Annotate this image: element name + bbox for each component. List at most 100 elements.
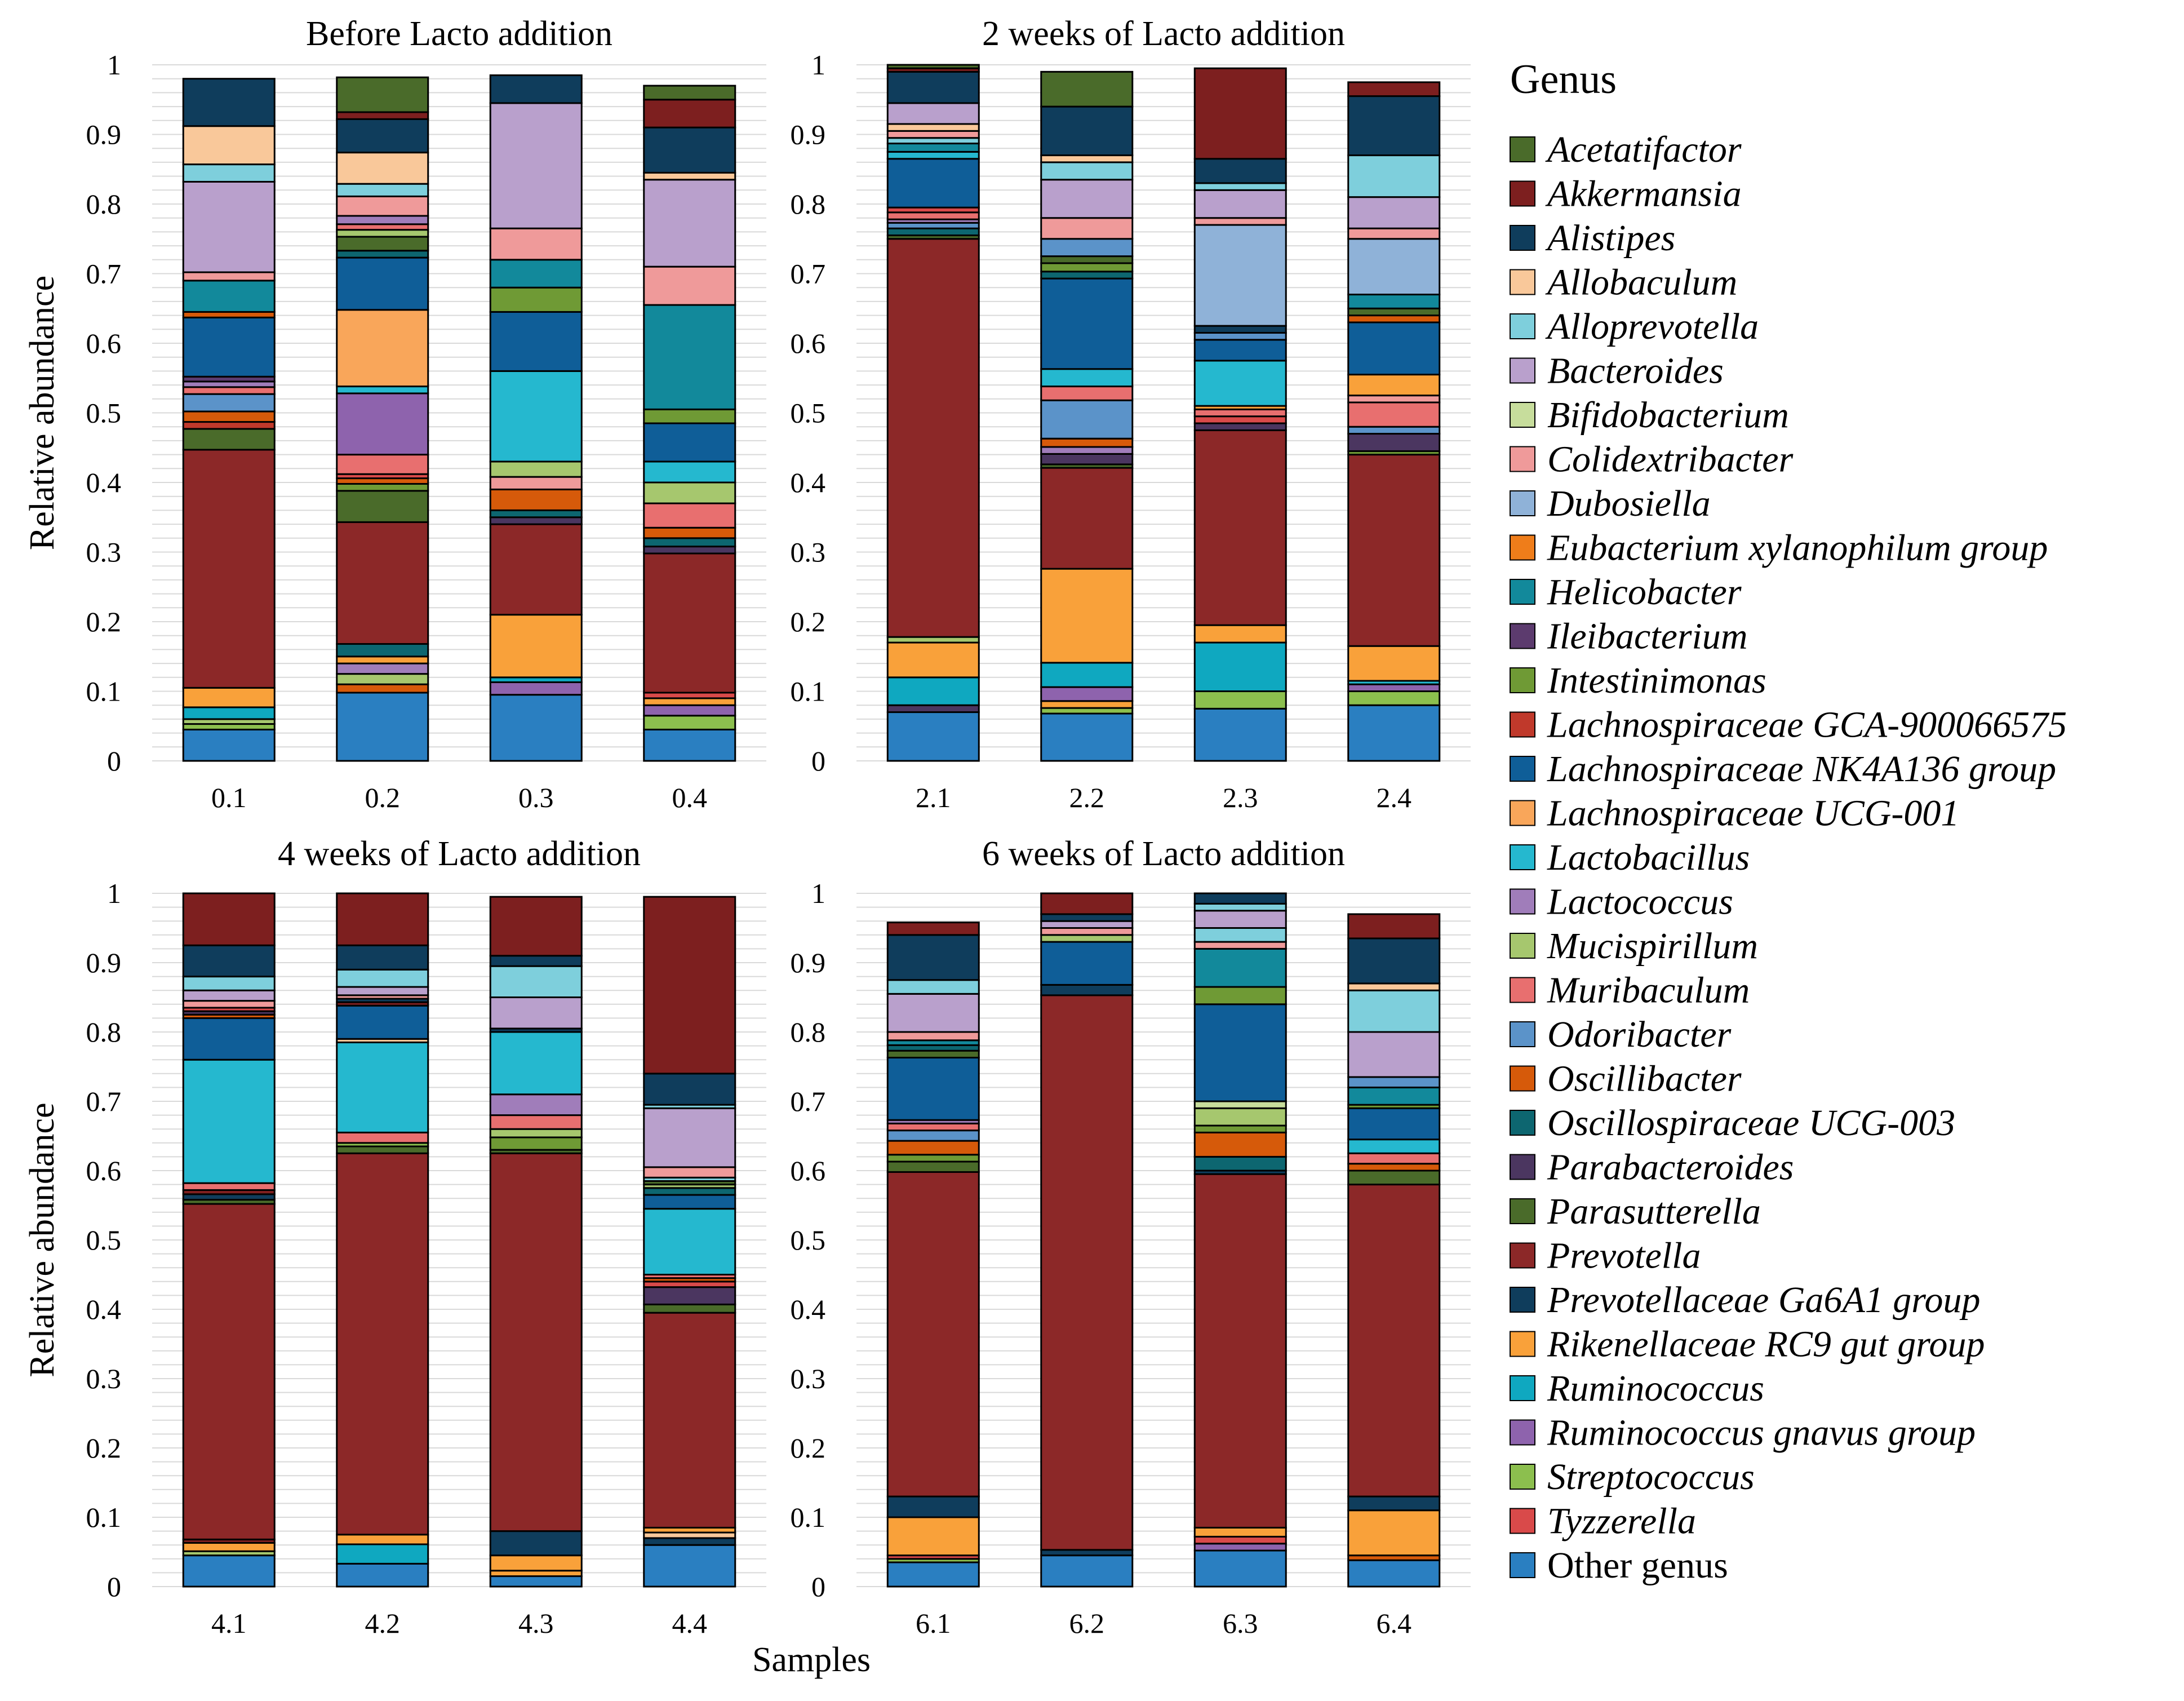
bar-segment xyxy=(1347,395,1441,404)
bar-segment xyxy=(489,1554,583,1572)
bar-segment xyxy=(643,546,736,555)
bar-segment xyxy=(1040,927,1134,936)
bar-segment xyxy=(1040,941,1134,986)
bar-segment xyxy=(489,965,583,999)
legend-label: Allobaculum xyxy=(1545,262,1737,303)
bar-segment xyxy=(182,449,276,689)
legend-item: Lactococcus xyxy=(1510,881,1733,923)
bar-segment xyxy=(643,1187,736,1196)
legend-item: Akkermansia xyxy=(1510,174,1742,215)
bar-segment xyxy=(1193,892,1287,905)
bar-segment xyxy=(1193,1003,1287,1102)
bar-segment xyxy=(1347,81,1441,98)
bar-segment xyxy=(1193,1155,1287,1172)
bar-segment xyxy=(1193,189,1287,219)
bar-segment xyxy=(643,537,736,548)
y-tick-label: 0.6 xyxy=(86,327,122,359)
bar-segment xyxy=(489,1575,583,1588)
legend-label: Other genus xyxy=(1547,1545,1728,1586)
bar-segment xyxy=(1347,196,1441,229)
legend-label: Ruminococcus xyxy=(1547,1368,1764,1409)
y-tick-label: 0.6 xyxy=(86,1155,122,1186)
x-tick-label: 6.2 xyxy=(1069,1607,1105,1639)
bar-segment xyxy=(1040,399,1134,440)
legend-swatch xyxy=(1510,888,1535,915)
bar-segment xyxy=(1347,426,1441,435)
bar-segment xyxy=(1040,262,1134,273)
bar-segment xyxy=(886,238,980,638)
legend-label: Bifidobacterium xyxy=(1547,395,1789,436)
legend-title: Genus xyxy=(1510,56,1617,103)
bar-segment xyxy=(1040,386,1134,401)
bar-segment xyxy=(1040,277,1134,370)
legend: Genus AcetatifactorAkkermansiaAlistipesAl… xyxy=(1510,56,2067,1586)
y-tick-label: 1 xyxy=(811,878,825,909)
bar-segment xyxy=(336,256,429,311)
legend-label: Eubacterium xylanophilum group xyxy=(1547,528,2048,569)
bar-segment xyxy=(1193,1107,1287,1127)
legend-item: Oscillospiraceae UCG-003 xyxy=(1510,1102,1955,1144)
bar-segment xyxy=(1347,321,1441,376)
bar-segment xyxy=(1193,331,1287,341)
y-tick-label: 0.1 xyxy=(86,1501,122,1533)
bar-segment xyxy=(886,211,980,220)
bar-segment xyxy=(1347,1076,1441,1088)
bar-segment xyxy=(489,102,583,229)
bar-segment xyxy=(1040,368,1134,388)
bar-segment xyxy=(336,215,429,225)
legend-label: Lactococcus xyxy=(1547,881,1733,923)
bar-0.4 xyxy=(643,85,736,762)
legend-label: Parasutterella xyxy=(1547,1191,1761,1232)
chart-panels: 0 0.1 0.2 0.3 0.4 0.5 0.6 0.7 0.8 0.9 1 Before Lact… xyxy=(23,15,1471,1639)
y-tick-label: 0.2 xyxy=(86,1432,122,1464)
bar-segment xyxy=(886,150,980,160)
bar-0.3 xyxy=(489,74,583,762)
bar-segment xyxy=(643,481,736,504)
legend-item: Bifidobacterium xyxy=(1510,395,1789,436)
bar-segment xyxy=(1347,1139,1441,1154)
bar-segment xyxy=(489,370,583,463)
legend-item: Parasutterella xyxy=(1510,1191,1761,1232)
bar-segment xyxy=(182,280,276,313)
bar-segment xyxy=(489,614,583,679)
bar-segment xyxy=(336,986,429,996)
bar-segment xyxy=(336,662,429,675)
bar-segment xyxy=(336,683,429,694)
legend-label: Acetatifactor xyxy=(1545,129,1742,170)
bar-segment xyxy=(489,1136,583,1151)
x-axis-label: Samples xyxy=(752,1641,871,1679)
bar-segment xyxy=(1347,1152,1441,1165)
x-tick-label: 6.3 xyxy=(1223,1607,1258,1639)
bar-segment xyxy=(336,490,429,523)
legend-item: Eubacterium xylanophilum group xyxy=(1510,528,2048,569)
bar-segment xyxy=(886,1561,980,1588)
legend-label: Alistipes xyxy=(1545,218,1675,259)
bar-4.3 xyxy=(489,896,583,1588)
bar-segment xyxy=(336,521,429,645)
bar-segment xyxy=(489,1530,583,1557)
bar-segment xyxy=(886,979,980,995)
bar-segment xyxy=(1193,1535,1287,1545)
panel-4: 0 0.1 0.2 0.3 0.4 0.5 0.6 0.7 0.8 0.9 1 6 weeks of … xyxy=(791,835,1471,1639)
bar-segment xyxy=(1347,154,1441,198)
legend-swatch xyxy=(1510,1242,1535,1269)
y-tick-label: 1 xyxy=(107,49,121,81)
bar-segment xyxy=(886,922,980,936)
bar-segment xyxy=(489,74,583,104)
bar-segment xyxy=(1193,325,1287,334)
y-tick-label: 0.8 xyxy=(791,188,826,220)
y-tick-label: 0 xyxy=(107,1571,121,1602)
bar-segment xyxy=(489,1128,583,1139)
bar-4.2 xyxy=(336,892,429,1588)
y-tick-label: 0.4 xyxy=(86,1294,122,1325)
bar-segment xyxy=(886,676,980,706)
legend-swatch xyxy=(1510,1198,1535,1224)
y-tick-label: 0.9 xyxy=(791,119,826,150)
bar-segment xyxy=(886,143,980,153)
bar-segment xyxy=(1347,1031,1441,1078)
legend-swatch xyxy=(1510,402,1535,428)
bar-segment xyxy=(1040,700,1134,709)
bar-segment xyxy=(886,1031,980,1042)
legend-swatch xyxy=(1510,1065,1535,1092)
bar-segment xyxy=(643,265,736,306)
